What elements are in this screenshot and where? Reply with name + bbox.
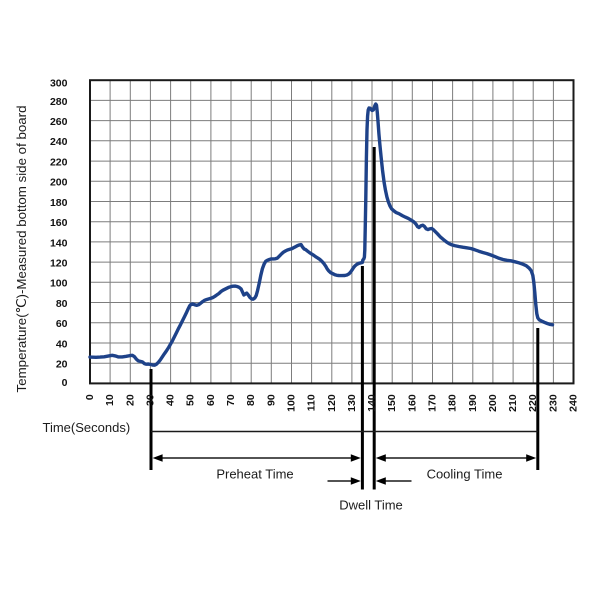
- svg-text:210: 210: [507, 394, 519, 412]
- svg-text:150: 150: [386, 394, 398, 412]
- svg-text:260: 260: [50, 116, 68, 128]
- svg-text:130: 130: [346, 394, 358, 412]
- svg-text:180: 180: [447, 394, 459, 412]
- svg-text:100: 100: [50, 278, 68, 290]
- svg-text:60: 60: [205, 394, 217, 406]
- svg-text:80: 80: [56, 298, 68, 310]
- svg-text:140: 140: [50, 237, 68, 249]
- svg-text:190: 190: [467, 394, 479, 412]
- svg-text:120: 120: [326, 394, 338, 412]
- svg-text:240: 240: [568, 394, 580, 412]
- svg-text:10: 10: [104, 394, 116, 406]
- svg-text:80: 80: [245, 394, 257, 406]
- svg-text:40: 40: [165, 394, 177, 406]
- svg-text:220: 220: [527, 394, 539, 412]
- svg-text:Dwell Time: Dwell Time: [339, 498, 403, 513]
- svg-text:Cooling Time: Cooling Time: [427, 467, 503, 482]
- svg-text:100: 100: [286, 394, 298, 412]
- svg-text:240: 240: [50, 136, 68, 148]
- svg-text:160: 160: [406, 394, 418, 412]
- svg-text:120: 120: [50, 258, 68, 270]
- svg-text:110: 110: [306, 394, 318, 411]
- svg-text:0: 0: [62, 377, 68, 389]
- svg-text:70: 70: [225, 394, 237, 406]
- svg-text:20: 20: [56, 359, 68, 371]
- svg-text:220: 220: [50, 157, 68, 169]
- svg-text:Preheat Time: Preheat Time: [216, 467, 293, 482]
- svg-text:20: 20: [124, 394, 136, 406]
- svg-text:300: 300: [50, 78, 68, 90]
- svg-text:Temperature(℃)-Measured bottom: Temperature(℃)-Measured bottom side of b…: [14, 106, 29, 393]
- svg-text:280: 280: [50, 96, 68, 108]
- svg-text:Time(Seconds): Time(Seconds): [43, 420, 131, 435]
- svg-text:50: 50: [185, 394, 197, 406]
- svg-text:0: 0: [84, 394, 96, 400]
- svg-text:90: 90: [265, 394, 277, 406]
- svg-text:230: 230: [547, 394, 559, 412]
- svg-text:60: 60: [56, 318, 68, 330]
- svg-text:140: 140: [366, 394, 378, 412]
- svg-text:200: 200: [50, 177, 68, 189]
- svg-text:40: 40: [56, 338, 68, 350]
- svg-text:170: 170: [427, 394, 439, 412]
- svg-text:30: 30: [144, 394, 156, 406]
- svg-text:200: 200: [487, 394, 499, 412]
- svg-text:180: 180: [50, 197, 68, 209]
- svg-text:160: 160: [50, 217, 68, 229]
